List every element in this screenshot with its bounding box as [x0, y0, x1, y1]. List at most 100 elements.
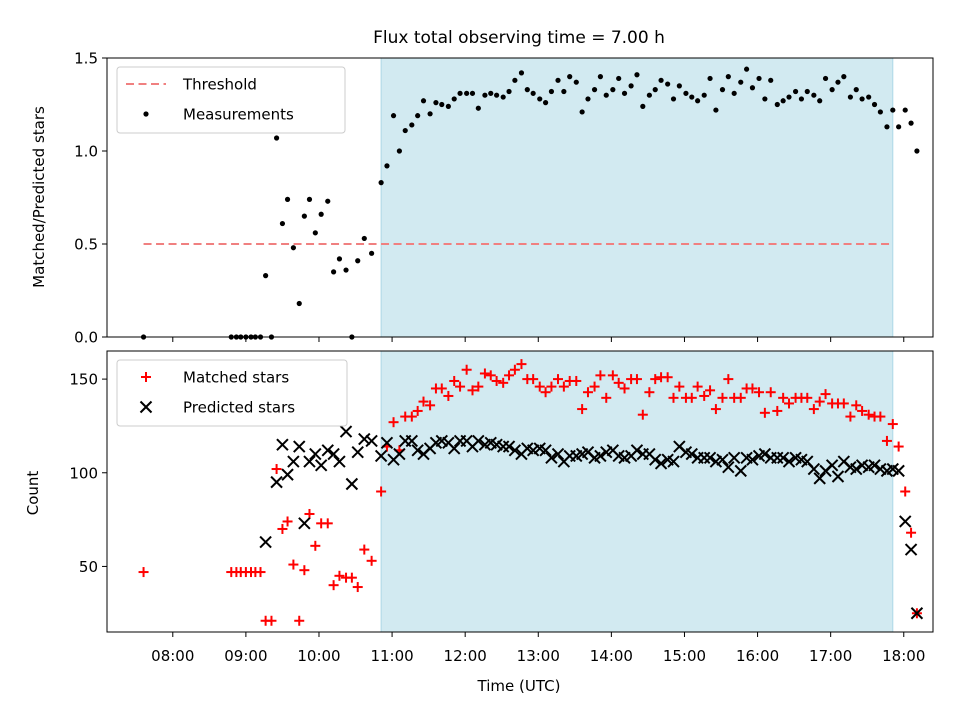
measurements-point — [884, 124, 890, 130]
measurements-point — [537, 96, 543, 102]
measurements-point — [279, 220, 286, 227]
measurements-point — [822, 75, 829, 82]
measurements-point — [573, 79, 579, 85]
predicted-stars-point — [276, 438, 289, 451]
measurements-point — [896, 124, 902, 130]
matched-stars-point — [540, 387, 551, 398]
measurements-point — [561, 88, 567, 95]
measurements-point — [390, 113, 397, 119]
measurements-point — [555, 77, 561, 83]
measurements-point — [847, 94, 854, 100]
predicted-stars-point — [339, 425, 353, 438]
matched-stars-point — [759, 407, 770, 418]
matched-stars-point — [631, 374, 642, 385]
matched-stars-point — [516, 359, 527, 370]
x-tick-label: 14:00 — [590, 647, 633, 665]
x-tick-label: 15:00 — [663, 647, 706, 665]
measurements-point — [420, 98, 427, 104]
predicted-stars-point — [722, 460, 735, 474]
matched-stars-point — [546, 381, 557, 392]
matched-stars-point — [838, 398, 849, 409]
matched-stars-point — [607, 370, 618, 381]
matched-stars-point — [735, 392, 746, 403]
measurements-point — [695, 98, 701, 104]
observing-window-span — [380, 350, 894, 633]
predicted-stars-point — [649, 453, 662, 466]
predicted-stars-point — [904, 543, 918, 556]
predicted-stars-point — [899, 515, 912, 528]
measurements-point — [768, 77, 774, 83]
measurements-point — [409, 122, 415, 128]
y-tick-label: 100 — [69, 464, 98, 482]
matched-stars-point — [686, 392, 697, 403]
matched-stars-point — [772, 405, 783, 416]
predicted-stars-point — [776, 451, 790, 464]
matched-stars-point — [778, 392, 789, 403]
predicted-stars-point — [630, 444, 644, 457]
measurements-point — [361, 235, 367, 242]
measurements-point — [817, 98, 823, 104]
measurements-point — [378, 180, 384, 186]
measurements-point — [524, 87, 530, 93]
predicted-stars-point — [551, 447, 565, 461]
matched-stars-point — [814, 396, 825, 407]
predicted-stars-point — [685, 447, 698, 461]
matched-stars-point — [266, 615, 277, 626]
count-panel-frame — [106, 350, 934, 633]
legend-box — [116, 66, 346, 134]
measurements-point — [665, 81, 671, 87]
matched-stars-point — [553, 374, 564, 385]
measurements-point — [616, 75, 622, 82]
measurements-point — [469, 90, 476, 96]
ratio-legend: Threshold Measurements — [116, 66, 346, 134]
matched-stars-point — [710, 404, 721, 415]
predicted-stars-point — [496, 440, 510, 453]
measurements-point — [457, 90, 463, 96]
measurements-point — [427, 111, 433, 117]
x-tick-label: 13:00 — [517, 647, 560, 665]
count-panel-ylabel: Count — [24, 471, 42, 516]
matched-stars-point — [692, 381, 703, 392]
measurements-point — [597, 74, 604, 80]
matched-stars-point — [473, 381, 484, 392]
x-tick-label: 09:00 — [224, 647, 267, 665]
measurements-point — [603, 92, 609, 98]
measurements-point — [542, 100, 549, 106]
y-tick-label: 1.0 — [74, 143, 98, 161]
measurements-point — [318, 211, 324, 217]
measurements-point — [890, 107, 896, 113]
measurements-point — [786, 94, 792, 100]
matched-stars-point — [637, 409, 648, 420]
predicted-stars-point — [314, 459, 328, 472]
matched-stars-point — [863, 409, 874, 420]
chart-title: Flux total observing time = 7.00 h — [373, 28, 665, 48]
predicted-stars-point — [411, 444, 424, 457]
matched-stars-point — [310, 540, 321, 551]
measurements-point — [325, 198, 331, 204]
matched-stars-point — [138, 567, 149, 578]
predicted-stars-point — [287, 455, 300, 468]
predicted-stars-point — [703, 451, 717, 464]
measurements-point — [902, 107, 908, 113]
legend-dot-swatch — [143, 111, 149, 117]
matched-stars-point — [299, 565, 310, 576]
legend-label: Predicted stars — [183, 399, 295, 417]
predicted-stars-point — [850, 462, 863, 476]
matched-stars-point — [271, 464, 282, 475]
predicted-stars-point — [758, 447, 772, 461]
matched-stars-point — [449, 375, 460, 386]
matched-stars-point — [359, 544, 370, 555]
measurements-point — [488, 90, 494, 96]
predicted-stars-point — [746, 453, 759, 466]
matched-stars-point — [582, 387, 593, 398]
measurements-point — [336, 256, 343, 262]
matched-stars-point — [571, 375, 582, 386]
predicted-stars-point — [327, 447, 340, 461]
measurements-point — [658, 77, 664, 83]
matched-stars-point — [412, 405, 423, 416]
predicted-stars-point — [270, 475, 283, 489]
predicted-stars-point — [727, 451, 741, 464]
measurements-point — [500, 94, 506, 100]
measurements-point — [634, 72, 640, 78]
measurements-point — [652, 87, 658, 93]
